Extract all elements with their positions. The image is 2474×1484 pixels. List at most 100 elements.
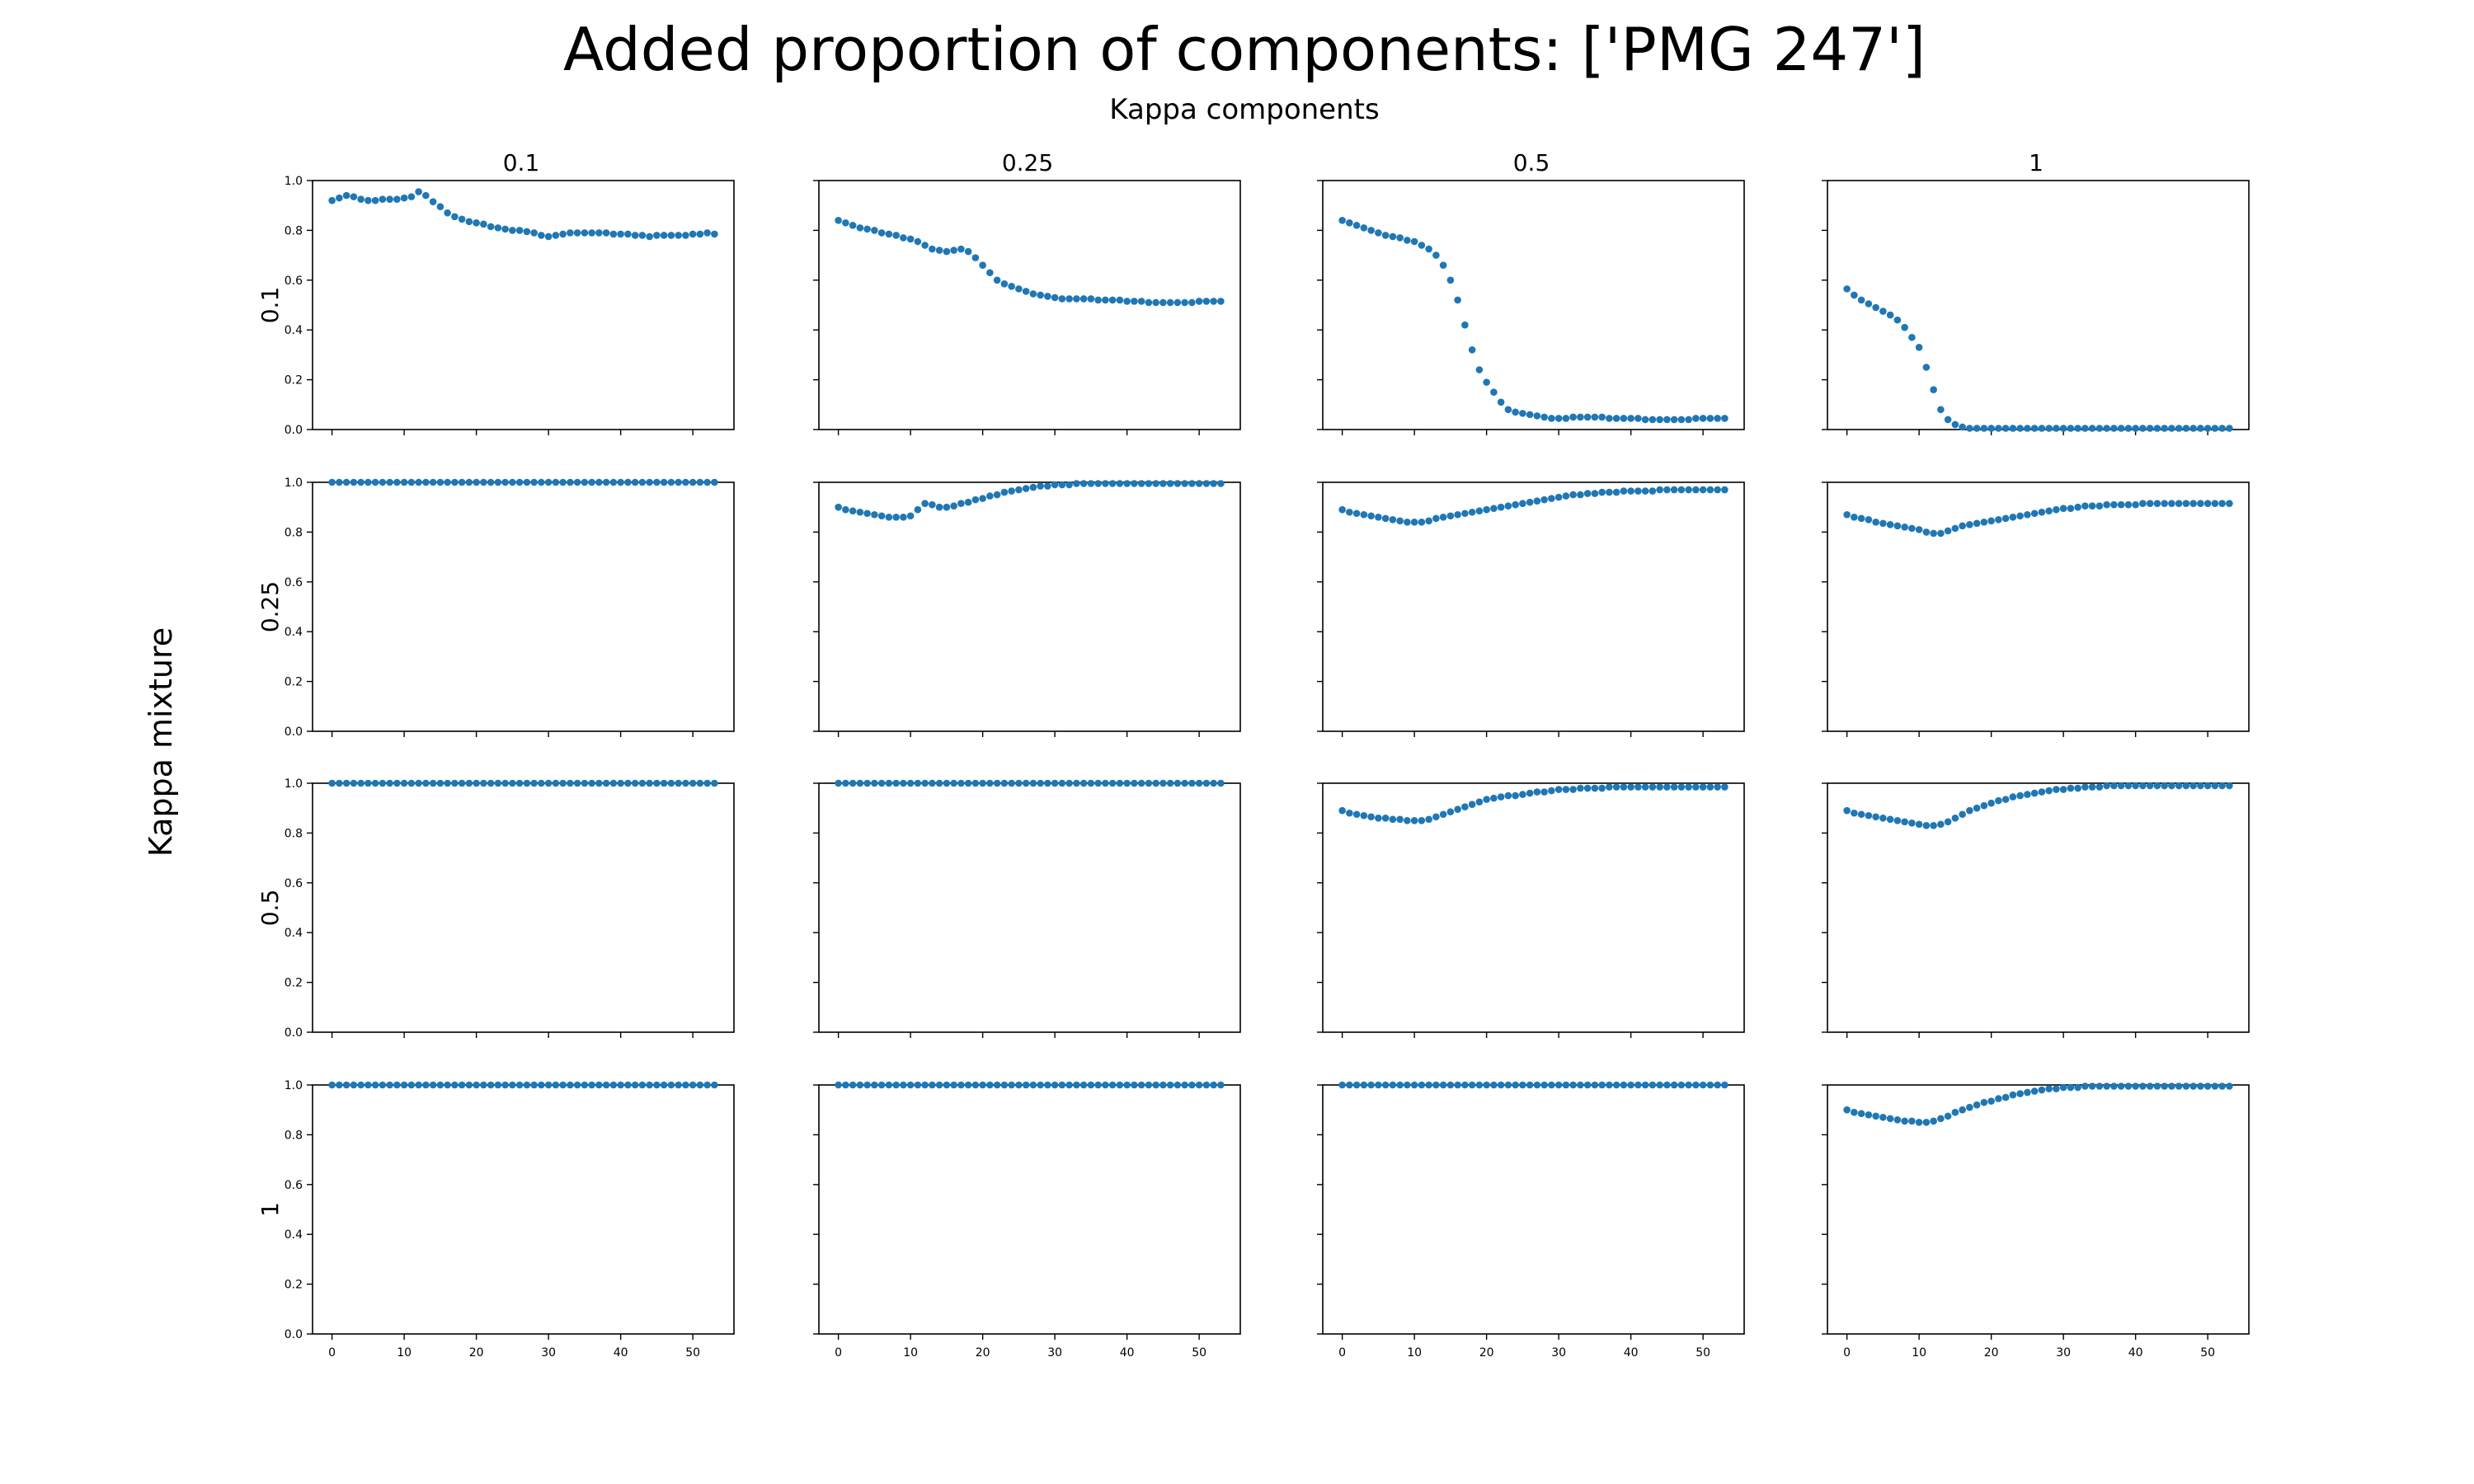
data-point [1058, 295, 1066, 303]
data-point [595, 478, 603, 486]
data-point [1483, 1081, 1490, 1089]
data-point [1375, 814, 1382, 822]
data-point [914, 505, 922, 514]
data-point [1612, 488, 1620, 496]
data-point [1893, 522, 1902, 530]
data-point [415, 779, 422, 787]
data-point [2059, 1083, 2067, 1092]
data-point [1706, 1081, 1714, 1089]
data-point [1490, 794, 1498, 802]
data-point [892, 1081, 900, 1089]
data-point [2088, 502, 2096, 510]
data-point [906, 512, 915, 520]
data-point [480, 779, 487, 787]
data-point [1108, 779, 1117, 787]
data-point [1145, 298, 1153, 307]
subplot [813, 779, 1241, 1038]
y-tick-label: 1.0 [285, 1079, 303, 1092]
data-point [436, 1081, 444, 1089]
data-point [1677, 486, 1686, 494]
data-point [2168, 500, 2175, 507]
data-point [1181, 1081, 1188, 1089]
subplot [1822, 180, 2250, 435]
data-point [538, 478, 545, 486]
data-point [544, 779, 553, 787]
data-point [964, 779, 972, 787]
data-point [1497, 1081, 1505, 1089]
data-point [1375, 513, 1382, 521]
data-point [1065, 481, 1073, 489]
data-point [1656, 416, 1663, 424]
data-point [2218, 1082, 2226, 1090]
data-point [638, 1081, 647, 1089]
data-point [2103, 782, 2110, 790]
data-point [1145, 480, 1153, 487]
data-point [1966, 425, 1973, 432]
data-point [2211, 500, 2219, 507]
data-point [696, 779, 704, 787]
data-point [1692, 486, 1700, 494]
x-tick-label: 0 [328, 1346, 336, 1360]
data-point [567, 478, 574, 486]
data-point [2124, 782, 2133, 790]
data-point [1692, 783, 1700, 791]
data-point [515, 779, 524, 787]
data-point [2088, 1082, 2096, 1090]
x-tick-label: 40 [1120, 1346, 1135, 1360]
y-tick-label: 0.2 [285, 977, 303, 990]
data-point [357, 478, 365, 486]
data-point [1649, 1081, 1657, 1089]
data-point [1893, 316, 1902, 324]
data-point [400, 194, 408, 202]
data-point [900, 1081, 907, 1089]
x-tick-label: 50 [2200, 1346, 2215, 1360]
data-point [515, 227, 524, 234]
data-point [1886, 521, 1894, 528]
data-point [1123, 779, 1131, 787]
data-point [711, 779, 718, 787]
data-point [1468, 1081, 1476, 1089]
data-point [1123, 480, 1131, 487]
data-point [943, 1081, 951, 1089]
data-point [567, 229, 574, 237]
data-point [451, 213, 459, 221]
data-point [588, 478, 595, 486]
data-point [1475, 507, 1484, 515]
data-point [631, 1081, 639, 1089]
data-point [682, 1081, 689, 1089]
data-point [667, 1081, 675, 1089]
data-point [1656, 486, 1663, 494]
data-point [2081, 425, 2089, 432]
data-point [631, 478, 639, 486]
data-point [523, 228, 531, 236]
data-point [1879, 814, 1887, 822]
data-point [1908, 1117, 1916, 1125]
data-point [494, 478, 502, 486]
data-point [1396, 517, 1404, 525]
row-axis-label: Kappa mixture [143, 627, 179, 857]
row-header: 0.5 [256, 890, 284, 927]
column-header: 1 [2029, 149, 2044, 176]
data-point [1901, 524, 1908, 531]
data-point [1591, 1081, 1599, 1089]
data-point [1973, 425, 1981, 432]
data-point [480, 1081, 487, 1089]
y-tick-label: 0.0 [285, 424, 303, 437]
data-point [1504, 1081, 1512, 1089]
data-point [2124, 1082, 2133, 1090]
axes-frame [818, 1084, 1241, 1335]
data-point [350, 779, 358, 787]
data-point [567, 1081, 574, 1089]
data-point [429, 478, 437, 486]
data-point [971, 495, 980, 504]
data-point [1714, 1081, 1721, 1089]
data-point [1051, 1081, 1059, 1089]
data-point [371, 478, 379, 486]
data-point [2095, 425, 2104, 432]
data-point [1533, 412, 1541, 420]
data-point [1181, 480, 1188, 487]
data-point [1533, 497, 1541, 505]
data-point [682, 232, 689, 239]
data-point [1195, 779, 1203, 787]
data-point [2132, 500, 2139, 509]
